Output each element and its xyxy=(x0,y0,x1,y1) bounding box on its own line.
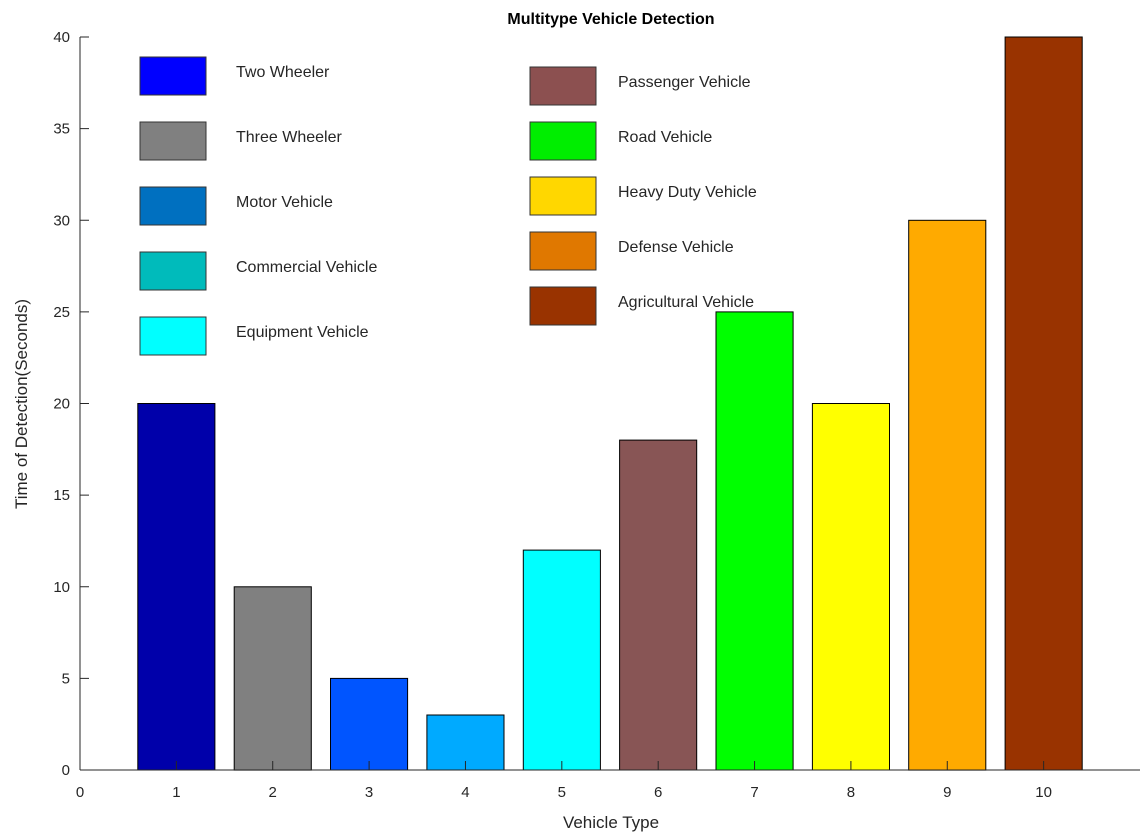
x-tick-label: 5 xyxy=(558,784,566,801)
legend: Two Wheeler Three Wheeler Motor Vehicle Com… xyxy=(139,56,757,356)
legend-label: Agricultural Vehicle xyxy=(618,294,754,311)
x-tick-label: 9 xyxy=(943,784,951,801)
x-tick-label: 7 xyxy=(750,784,758,801)
legend-label: Three Wheeler xyxy=(236,129,342,146)
y-tick-label: 20 xyxy=(53,396,70,413)
bar-2 xyxy=(233,586,312,771)
x-axis-label: Vehicle Type xyxy=(563,813,659,832)
legend-swatch xyxy=(139,56,207,96)
bar-9 xyxy=(908,219,987,771)
legend-label: Motor Vehicle xyxy=(236,194,333,211)
bar-7 xyxy=(715,311,794,771)
legend-swatch xyxy=(139,186,207,226)
bar-3 xyxy=(330,677,409,771)
axes: 0 5 10 15 20 25 30 35 40 0 1 2 3 4 5 6 7 8 9 10 xyxy=(53,29,1140,801)
legend-label: Road Vehicle xyxy=(618,129,712,146)
y-tick-label: 15 xyxy=(53,487,70,504)
legend-swatch xyxy=(529,176,597,216)
bar-4 xyxy=(426,714,505,771)
x-tick-label: 4 xyxy=(461,784,469,801)
legend-label: Equipment Vehicle xyxy=(236,324,369,341)
chart-title: Multitype Vehicle Detection xyxy=(507,11,714,28)
x-tick-label: 10 xyxy=(1035,784,1052,801)
legend-label: Two Wheeler xyxy=(236,64,330,81)
y-axis-label: Time of Detection(Seconds) xyxy=(12,299,31,509)
bar-1 xyxy=(137,403,216,771)
bar-10 xyxy=(1004,36,1083,771)
y-tick-label: 35 xyxy=(53,121,70,138)
y-tick-label: 0 xyxy=(62,762,70,779)
x-tick-label: 8 xyxy=(847,784,855,801)
legend-swatch xyxy=(529,121,597,161)
legend-label: Defense Vehicle xyxy=(618,239,734,256)
bar-6 xyxy=(619,439,698,771)
x-tick-label: 2 xyxy=(269,784,277,801)
x-tick-label: 1 xyxy=(172,784,180,801)
x-tick-label: 6 xyxy=(654,784,662,801)
y-tick-label: 40 xyxy=(53,29,70,46)
y-tick-label: 10 xyxy=(53,579,70,596)
bar-8 xyxy=(811,403,891,771)
legend-swatch xyxy=(529,231,597,271)
legend-swatch xyxy=(139,316,207,356)
legend-label: Heavy Duty Vehicle xyxy=(618,184,757,201)
legend-swatch xyxy=(139,251,207,291)
legend-swatch xyxy=(529,66,597,106)
y-tick-label: 5 xyxy=(62,670,70,687)
x-tick-label: 3 xyxy=(365,784,373,801)
bars xyxy=(137,36,1083,771)
legend-swatch xyxy=(139,121,207,161)
legend-swatch xyxy=(529,286,597,326)
legend-label: Commercial Vehicle xyxy=(236,259,377,276)
bar-5 xyxy=(522,549,601,771)
x-tick-label: 0 xyxy=(76,784,84,801)
y-tick-label: 25 xyxy=(53,304,70,321)
legend-label: Passenger Vehicle xyxy=(618,74,751,91)
y-tick-label: 30 xyxy=(53,212,70,229)
